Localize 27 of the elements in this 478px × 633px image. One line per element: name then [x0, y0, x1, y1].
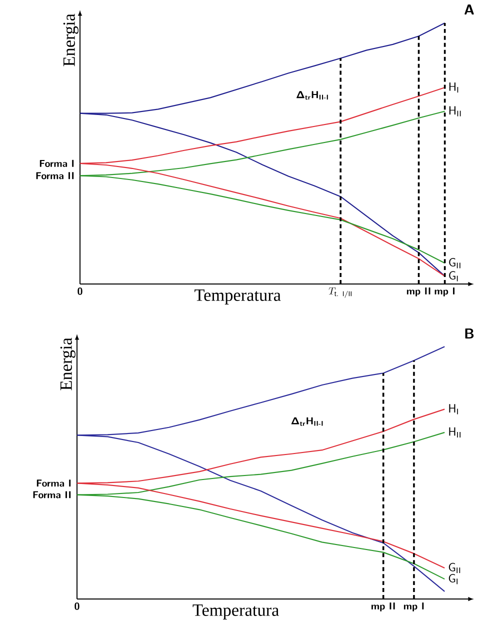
annotation: Forma II — [33, 491, 71, 498]
series-label: H$_{II}$ — [449, 427, 460, 438]
annotation: Forma II — [36, 172, 74, 180]
annotation: Forma I — [40, 160, 74, 167]
series-label: G$_{II}$ — [448, 562, 460, 574]
x-axis-title: Temperatura — [192, 604, 279, 620]
x-axis-title: Temperatura — [194, 290, 281, 304]
annotation: Δ$_{tr}$H$_{II-I}$ — [296, 91, 328, 100]
x-tick-label: mp I — [434, 288, 454, 296]
chart-title: A — [464, 4, 474, 14]
y-axis-title: Energia — [63, 14, 78, 66]
x-tick-label: mp II — [372, 602, 395, 612]
x-tick-label: 0 — [78, 288, 82, 295]
series-label: H$_{I}$ — [449, 82, 458, 93]
series-label: G$_{I}$ — [448, 574, 458, 584]
x-tick-label: mp II — [406, 288, 430, 296]
x-tick-label: $T_{\mathrm{t.\ I/II}}$ — [328, 288, 352, 298]
chart-title: B — [465, 328, 474, 338]
x-tick-label: 0 — [74, 602, 80, 610]
annotation: Δ$_{tr}$H$_{II-I}$ — [291, 417, 323, 426]
x-tick-label: mp I — [404, 602, 424, 612]
series-label: G$_{II}$ — [449, 258, 460, 268]
annotation: Forma I — [36, 480, 71, 487]
series-label: H$_{I}$ — [449, 404, 458, 414]
y-axis-title: Energia — [60, 338, 76, 390]
series-label: G$_{I}$ — [449, 271, 458, 282]
series-label: H$_{II}$ — [449, 106, 461, 116]
